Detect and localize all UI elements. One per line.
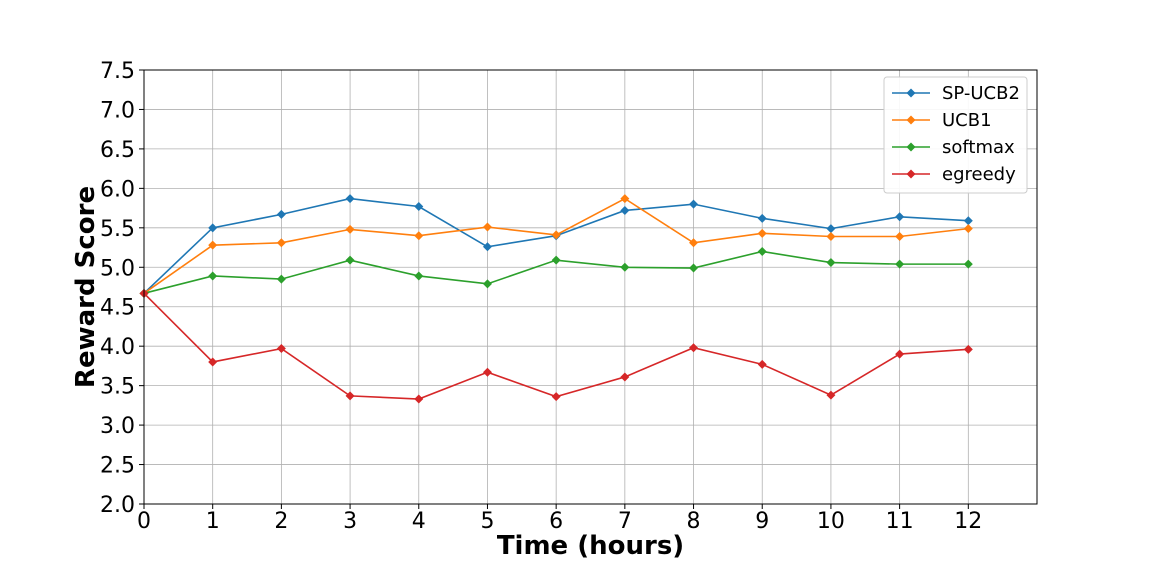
y-tick-label: 2.5 bbox=[100, 454, 135, 479]
legend-marker bbox=[906, 115, 916, 125]
data-point bbox=[620, 205, 630, 215]
data-point bbox=[345, 224, 355, 234]
data-point bbox=[276, 209, 286, 219]
legend-label: egreedy bbox=[942, 164, 1016, 185]
x-tick-label: 10 bbox=[817, 509, 845, 534]
legend-item: UCB1 bbox=[892, 110, 992, 131]
series-group bbox=[139, 194, 973, 404]
legend-marker bbox=[906, 142, 916, 152]
y-tick-label: 6.0 bbox=[100, 177, 135, 202]
y-axis-title: Reward Score bbox=[71, 186, 101, 388]
data-point bbox=[689, 199, 699, 209]
data-point bbox=[757, 359, 767, 369]
data-point bbox=[345, 194, 355, 204]
legend-box bbox=[883, 76, 1028, 194]
x-tick-label: 2 bbox=[274, 509, 288, 534]
data-point bbox=[620, 194, 630, 204]
data-point bbox=[276, 274, 286, 284]
legend-label: UCB1 bbox=[942, 110, 992, 131]
y-axis-ticks: 2.0 2.5 3.0 3.5 4.0 4.5 5.0 5.5 6.0 6.5 7.0 7.5 bbox=[100, 59, 144, 518]
data-point bbox=[414, 394, 424, 404]
data-point bbox=[482, 367, 492, 377]
plot-frame bbox=[143, 69, 1038, 505]
x-tick-label: 12 bbox=[954, 509, 982, 534]
y-tick-label: 5.5 bbox=[100, 217, 135, 242]
data-point bbox=[895, 349, 905, 359]
data-point bbox=[963, 259, 973, 269]
x-tick-label: 5 bbox=[480, 509, 494, 534]
data-point bbox=[963, 344, 973, 354]
series-ucb1 bbox=[139, 194, 973, 298]
legend-label: SP-UCB2 bbox=[942, 83, 1020, 104]
y-tick-label: 5.0 bbox=[100, 256, 135, 281]
legend-marker bbox=[906, 88, 916, 98]
legend: SP-UCB2 UCB1 softmax egreedy bbox=[883, 76, 1028, 194]
data-point bbox=[963, 224, 973, 234]
y-tick-label: 4.5 bbox=[100, 296, 135, 321]
data-point bbox=[345, 391, 355, 401]
legend-item: softmax bbox=[892, 137, 1015, 158]
data-point bbox=[826, 224, 836, 234]
x-tick-label: 1 bbox=[206, 509, 220, 534]
y-tick-label: 6.5 bbox=[100, 138, 135, 163]
x-axis-ticks: 0 1 2 3 4 5 6 7 8 9 10 11 12 bbox=[137, 504, 982, 534]
data-point bbox=[551, 255, 561, 265]
x-tick-label: 6 bbox=[549, 509, 563, 534]
data-point bbox=[482, 279, 492, 289]
x-tick-label: 9 bbox=[755, 509, 769, 534]
data-point bbox=[689, 238, 699, 248]
data-point bbox=[895, 231, 905, 241]
data-point bbox=[208, 271, 218, 281]
data-point bbox=[895, 259, 905, 269]
data-point bbox=[345, 255, 355, 265]
x-tick-label: 0 bbox=[137, 509, 151, 534]
data-point bbox=[689, 343, 699, 353]
x-tick-label: 4 bbox=[412, 509, 426, 534]
x-tick-label: 3 bbox=[343, 509, 357, 534]
data-point bbox=[208, 223, 218, 233]
data-point bbox=[276, 344, 286, 354]
legend-label: softmax bbox=[942, 137, 1015, 158]
data-point bbox=[963, 216, 973, 226]
data-point bbox=[482, 242, 492, 252]
legend-item: egreedy bbox=[892, 164, 1016, 185]
legend-item: SP-UCB2 bbox=[892, 83, 1020, 104]
data-point bbox=[757, 213, 767, 223]
data-point bbox=[620, 372, 630, 382]
data-point bbox=[551, 392, 561, 402]
data-point bbox=[826, 258, 836, 268]
data-point bbox=[757, 228, 767, 238]
data-point bbox=[276, 238, 286, 248]
legend-marker bbox=[906, 169, 916, 179]
series-egreedy bbox=[139, 288, 973, 404]
data-point bbox=[826, 390, 836, 400]
x-axis-title: Time (hours) bbox=[497, 531, 684, 561]
y-tick-label: 7.0 bbox=[100, 98, 135, 123]
data-point bbox=[414, 202, 424, 212]
x-tick-label: 8 bbox=[687, 509, 701, 534]
data-point bbox=[551, 230, 561, 240]
y-tick-label: 7.5 bbox=[100, 59, 135, 84]
x-tick-label: 11 bbox=[886, 509, 914, 534]
data-point bbox=[826, 231, 836, 241]
y-tick-label: 2.0 bbox=[100, 493, 135, 518]
data-point bbox=[208, 357, 218, 367]
data-point bbox=[620, 262, 630, 272]
data-point bbox=[895, 212, 905, 222]
data-point bbox=[482, 222, 492, 232]
x-tick-label: 7 bbox=[618, 509, 632, 534]
data-point bbox=[414, 271, 424, 281]
y-tick-label: 3.5 bbox=[100, 375, 135, 400]
y-tick-label: 4.0 bbox=[100, 335, 135, 360]
data-point bbox=[689, 263, 699, 273]
data-point bbox=[208, 240, 218, 250]
data-point bbox=[414, 231, 424, 241]
data-point bbox=[757, 246, 767, 256]
y-tick-label: 3.0 bbox=[100, 414, 135, 439]
